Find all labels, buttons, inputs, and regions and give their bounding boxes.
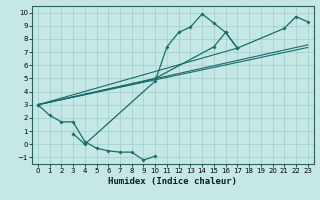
X-axis label: Humidex (Indice chaleur): Humidex (Indice chaleur)	[108, 177, 237, 186]
